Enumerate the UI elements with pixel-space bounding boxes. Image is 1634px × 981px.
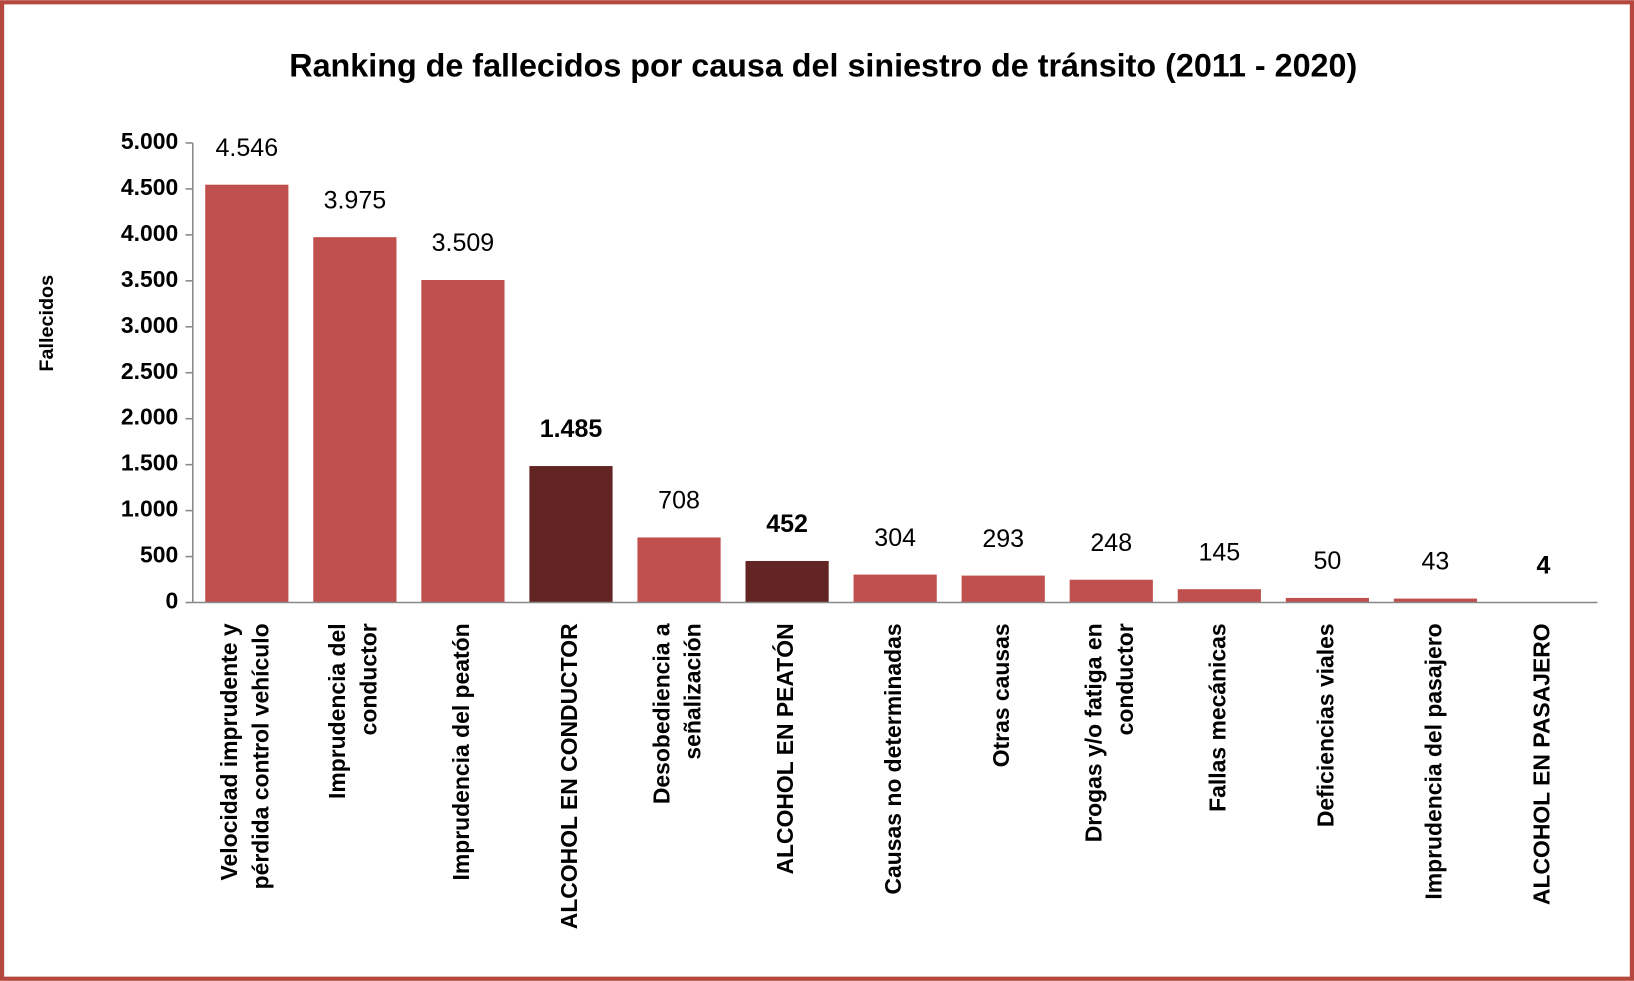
- bar: [205, 184, 289, 603]
- data-label: 1.485: [540, 415, 603, 443]
- y-axis-title: Fallecidos: [36, 275, 58, 372]
- data-label: 3.975: [324, 186, 387, 214]
- y-tick-label: 500: [140, 542, 178, 568]
- y-tick-label: 3.500: [121, 266, 178, 292]
- bar: [1177, 589, 1261, 603]
- y-tick-label: 4.500: [121, 174, 178, 200]
- bar: [745, 560, 829, 603]
- data-label: 145: [1198, 538, 1240, 566]
- x-tick-label: Drogas y/o fatiga en conductor: [1081, 623, 1138, 842]
- data-label: 452: [766, 510, 808, 538]
- y-tick-label: 2.000: [121, 404, 178, 430]
- x-tick-label: Deficiencias viales: [1312, 623, 1338, 827]
- data-label: 3.509: [432, 229, 495, 257]
- data-label: 4: [1537, 551, 1551, 579]
- data-label: 50: [1313, 547, 1341, 575]
- x-tick-label: ALCOHOL EN PEATÓN: [772, 623, 798, 874]
- data-label: 293: [982, 525, 1024, 553]
- x-tick-label: ALCOHOL EN CONDUCTOR: [556, 623, 582, 929]
- x-tick-label: Desobediencia a señalización: [648, 623, 705, 804]
- data-label: 304: [874, 524, 916, 552]
- bar: [1285, 597, 1369, 603]
- bar: [421, 280, 505, 603]
- data-label: 43: [1422, 548, 1450, 576]
- bar: [853, 574, 937, 603]
- bar: [1069, 579, 1153, 603]
- x-tick-label: Imprudencia del peatón: [448, 623, 474, 880]
- y-tick-label: 2.500: [121, 358, 178, 384]
- y-tick-label: 3.000: [121, 312, 178, 338]
- y-tick-label: 0: [165, 588, 178, 614]
- data-label: 248: [1090, 529, 1132, 557]
- y-tick-label: 1.500: [121, 450, 178, 476]
- x-tick-label: Imprudencia del conductor: [324, 623, 381, 799]
- y-tick-label: 4.000: [121, 220, 178, 246]
- x-tick-label: Imprudencia del pasajero: [1420, 623, 1446, 899]
- bar: [313, 237, 397, 603]
- y-tick-label: 1.000: [121, 496, 178, 522]
- data-label: 708: [658, 487, 700, 515]
- data-label: 4.546: [216, 134, 279, 162]
- x-tick-label: ALCOHOL EN PASAJERO: [1529, 623, 1555, 905]
- bar: [529, 466, 613, 603]
- x-tick-label: Velocidad imprudente y pérdida control ve…: [216, 623, 273, 889]
- x-tick-label: Otras causas: [988, 623, 1014, 767]
- bar: [1393, 598, 1478, 603]
- bar: [637, 537, 721, 603]
- x-tick-label: Fallas mecánicas: [1204, 623, 1230, 811]
- chart-title: Ranking de fallecidos por causa del sini…: [289, 47, 1357, 83]
- x-tick-label: Causas no determinadas: [880, 623, 906, 894]
- y-tick-label: 5.000: [121, 128, 178, 154]
- bar: [961, 575, 1045, 603]
